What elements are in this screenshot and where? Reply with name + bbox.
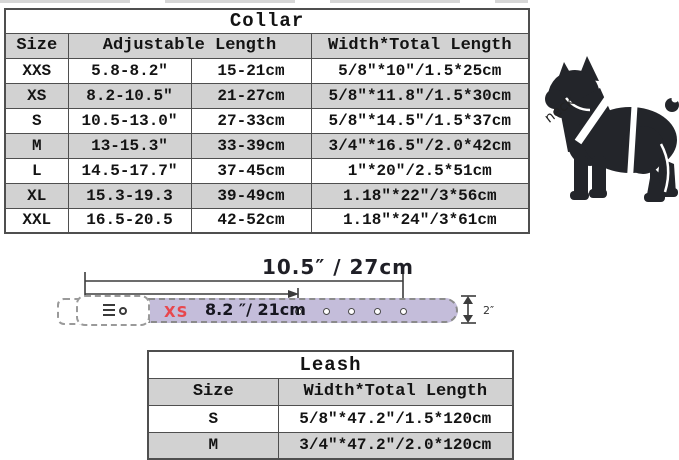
strap-width-label: 2″	[483, 304, 495, 317]
arrowhead-icon	[288, 290, 299, 298]
size-cell: S	[4, 107, 69, 134]
cropped-top-edge	[0, 0, 528, 3]
slide-buckle-icon	[103, 304, 127, 317]
width-length-cell: 1″*20″/2.5*51cm	[310, 157, 530, 184]
size-cell: M	[4, 132, 69, 159]
dog-body	[545, 56, 679, 202]
length-inches-cell: 8.2-10.5″	[67, 82, 192, 109]
collar-table-title-row: Collar	[4, 8, 530, 34]
size-cell: XXL	[4, 207, 69, 234]
buckle-bars-icon	[103, 304, 115, 317]
buckle-ring-icon	[119, 306, 127, 315]
size-cell: M	[147, 431, 279, 460]
width-total-length-header: Width*Total Length	[277, 377, 514, 406]
length-cm-cell: 21-27cm	[190, 82, 312, 109]
first-hole-length-label: 8.2 ″/ 21cm	[205, 300, 306, 319]
collar-position-markers	[565, 87, 679, 193]
strap-hole	[348, 308, 355, 315]
width-length-cell: 5/8″*47.2″/1.5*120cm	[277, 404, 514, 433]
total-length-label: 10.5″ / 27cm	[261, 255, 415, 279]
size-header: Size	[4, 32, 69, 59]
size-cell: L	[4, 157, 69, 184]
dog-silhouette-icon	[545, 56, 679, 202]
length-cm-cell: 42-52cm	[190, 207, 312, 234]
length-cm-cell: 37-45cm	[190, 157, 312, 184]
size-cell: XS	[4, 82, 69, 109]
length-cm-cell: 27-33cm	[190, 107, 312, 134]
width-length-cell: 5/8″*10″/1.5*25cm	[310, 57, 530, 84]
width-length-cell: 5/8″*11.8″/1.5*30cm	[310, 82, 530, 109]
length-inches-cell: 5.8-8.2″	[67, 57, 192, 84]
width-length-cell: 5/8″*14.5″/1.5*37cm	[310, 107, 530, 134]
table-row: M 3/4″*47.2″/2.0*120cm	[147, 431, 514, 460]
size-header: Size	[147, 377, 279, 406]
strap-hole	[323, 308, 330, 315]
length-inches-cell: 14.5-17.7″	[67, 157, 192, 184]
table-row: XXS 5.8-8.2″ 15-21cm 5/8″*10″/1.5*25cm	[4, 57, 530, 84]
length-inches-cell: 10.5-13.0″	[67, 107, 192, 134]
width-length-cell: 1.18″*22″/3*56cm	[310, 182, 530, 209]
table-row: S 10.5-13.0″ 27-33cm 5/8″*14.5″/1.5*37cm	[4, 107, 530, 134]
size-cell: XXS	[4, 57, 69, 84]
width-total-length-header: Width*Total Length	[310, 32, 530, 59]
strap-hole	[295, 308, 302, 315]
dimension-lines	[84, 272, 476, 324]
length-cm-cell: 39-49cm	[190, 182, 312, 209]
leash-table-header-row: Size Width*Total Length	[147, 377, 514, 406]
size-cell: S	[147, 404, 279, 433]
table-row: XXL 16.5-20.5 42-52cm 1.18″*24″/3*61cm	[4, 207, 530, 234]
length-cm-cell: 15-21cm	[190, 57, 312, 84]
width-length-cell: 3/4″*47.2″/2.0*120cm	[277, 431, 514, 460]
strap-hole	[374, 308, 381, 315]
leash-table-title: Leash	[147, 350, 514, 379]
length-inches-cell: 13-15.3″	[67, 132, 192, 159]
leash-table-title-row: Leash	[147, 350, 514, 379]
length-inches-cell: 15.3-19.3	[67, 182, 192, 209]
arrowhead-down-icon	[463, 315, 473, 323]
size-cell: XL	[4, 182, 69, 209]
collar-table-title: Collar	[4, 8, 530, 34]
length-inches-cell: 16.5-20.5	[67, 207, 192, 234]
leash-size-table: Leash Size Width*Total Length S 5/8″*47.…	[147, 350, 515, 460]
size-label: XS	[164, 303, 189, 321]
strap-hole	[400, 308, 407, 315]
table-row: XS 8.2-10.5″ 21-27cm 5/8″*11.8″/1.5*30cm	[4, 82, 530, 109]
collar-size-table: Collar Size Adjustable Length Width*Tota…	[4, 8, 531, 234]
table-row: XL 15.3-19.3 39-49cm 1.18″*22″/3*56cm	[4, 182, 530, 209]
collar-table-header-row: Size Adjustable Length Width*Total Lengt…	[4, 32, 530, 59]
adjustable-length-header: Adjustable Length	[67, 32, 312, 59]
table-row: M 13-15.3″ 33-39cm 3/4″*16.5″/2.0*42cm	[4, 132, 530, 159]
arrowhead-up-icon	[463, 296, 473, 304]
width-length-cell: 1.18″*24″/3*61cm	[310, 207, 530, 234]
table-row: L 14.5-17.7″ 37-45cm 1″*20″/2.5*51cm	[4, 157, 530, 184]
table-row: S 5/8″*47.2″/1.5*120cm	[147, 404, 514, 433]
width-length-cell: 3/4″*16.5″/2.0*42cm	[310, 132, 530, 159]
length-cm-cell: 33-39cm	[190, 132, 312, 159]
